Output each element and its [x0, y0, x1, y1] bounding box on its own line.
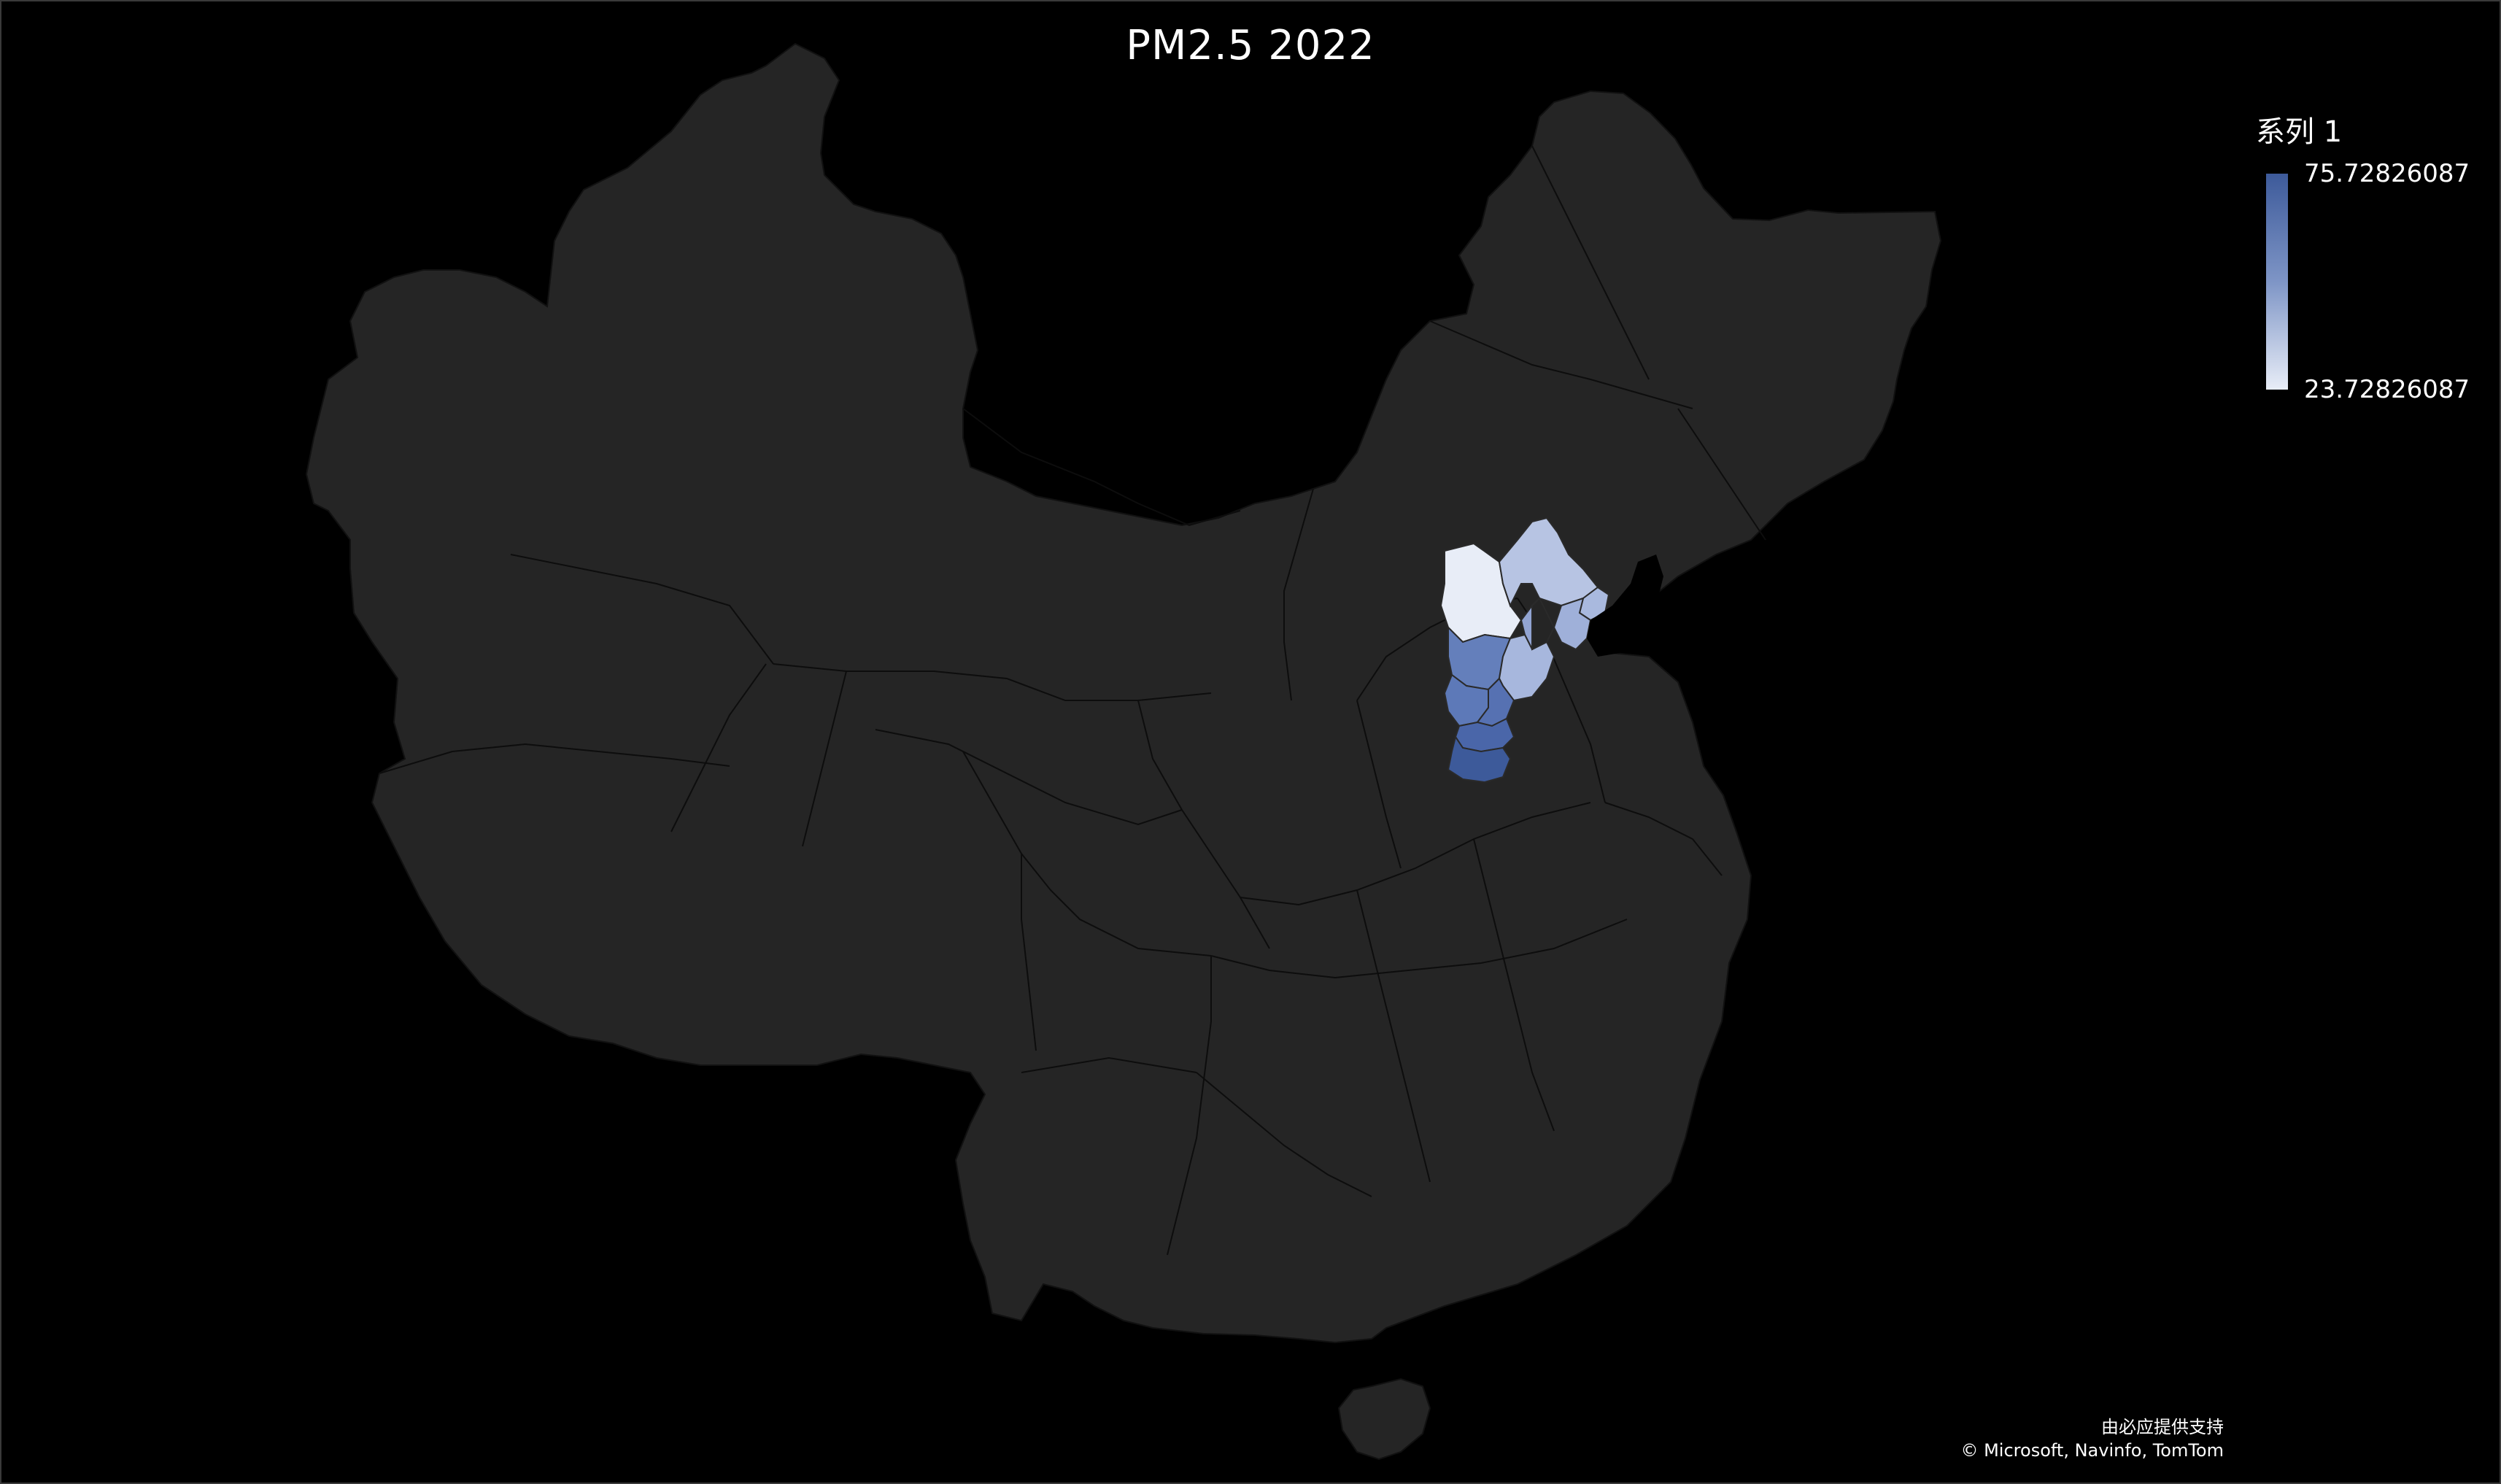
chart-title: PM2.5 2022 [1126, 22, 1375, 69]
map-attribution: 由必应提供支持 © Microsoft, Navinfo, TomTom [1960, 1415, 2224, 1462]
legend-max-label: 75.72826087 [2304, 159, 2470, 188]
legend-title: 系列 1 [2256, 115, 2343, 149]
china-mainland [305, 42, 1942, 1344]
region-cangzhou[interactable] [1498, 633, 1555, 702]
highlighted-region[interactable] [1439, 517, 1610, 784]
province-boundaries [379, 145, 1766, 1256]
legend-min-label: 23.72826087 [2304, 375, 2470, 404]
attribution-copyright: © Microsoft, Navinfo, TomTom [1960, 1440, 2224, 1461]
region-handan[interactable] [1447, 735, 1512, 784]
legend: 系列 1 75.72826087 23.72826087 [2256, 108, 2475, 404]
attribution-powered-by: 由必应提供支持 [2101, 1417, 2224, 1437]
hainan-island [1337, 1377, 1431, 1461]
bohai-sea [1587, 554, 1663, 657]
legend-color-scale [2266, 174, 2288, 390]
region-beijing[interactable] [1531, 597, 1555, 651]
